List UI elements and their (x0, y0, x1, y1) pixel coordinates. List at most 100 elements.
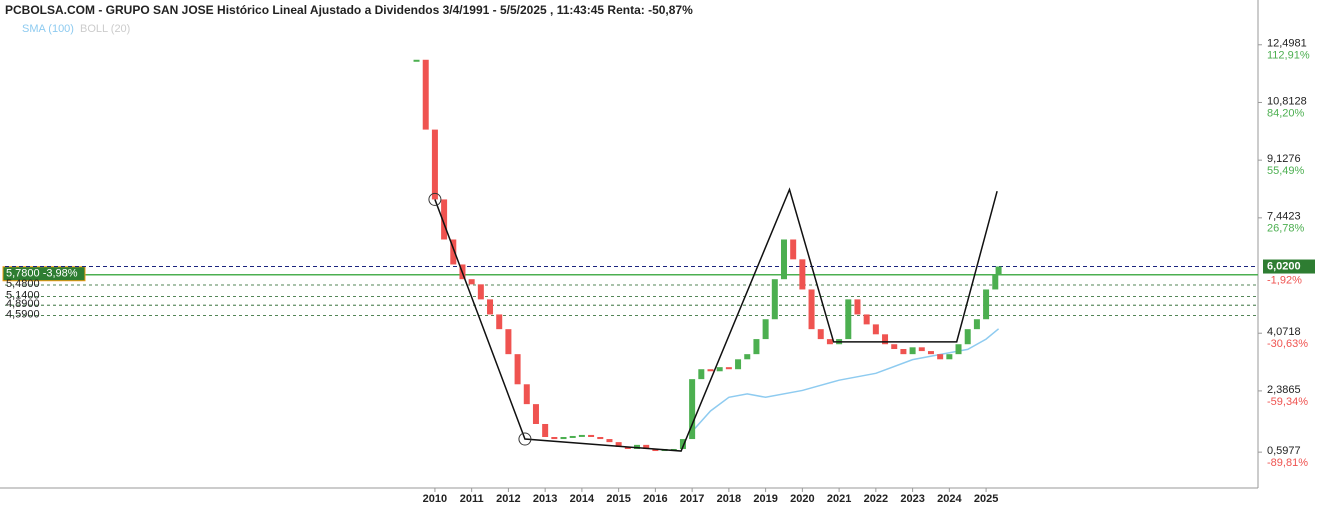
x-tick-label: 2017 (680, 493, 704, 505)
candle (872, 324, 879, 335)
current-label-box (1263, 259, 1315, 274)
candle (643, 444, 650, 449)
candle (560, 436, 567, 440)
candle (569, 435, 576, 438)
x-tick-label: 2019 (753, 493, 777, 505)
percent-label: -59,34% (1267, 396, 1308, 408)
candle (955, 344, 962, 355)
percent-label: -89,81% (1267, 457, 1308, 469)
candle (679, 439, 686, 449)
candle (762, 319, 769, 340)
candle (707, 369, 714, 372)
candle (578, 434, 585, 437)
trend-marker (428, 192, 442, 206)
candle (652, 448, 659, 452)
trend-line (434, 187, 998, 452)
candle (992, 274, 999, 290)
x-tick-label: 2018 (717, 493, 741, 505)
current-percent: -1,92% (1267, 274, 1302, 286)
x-tick-label: 2021 (827, 493, 851, 505)
x-tick-label: 2014 (570, 493, 595, 505)
candle (431, 129, 438, 200)
x-tick-label: 2024 (937, 493, 962, 505)
candle (909, 347, 916, 355)
percent-label: -30,63% (1267, 338, 1308, 350)
candle (946, 354, 953, 360)
x-tick-label: 2013 (533, 493, 557, 505)
candle (615, 442, 622, 447)
x-tick-label: 2012 (496, 493, 520, 505)
candle (995, 266, 1002, 275)
x-tick-label: 2010 (423, 493, 447, 505)
candle (532, 404, 539, 424)
candle (588, 434, 595, 437)
percent-label: 84,20% (1267, 107, 1305, 119)
indicator-label: SMA (100) (22, 23, 74, 35)
x-tick-label: 2025 (974, 493, 998, 505)
y-tick-label: 7,4423 (1267, 211, 1301, 223)
candle (964, 329, 971, 345)
candle (487, 299, 494, 315)
candle (606, 439, 613, 443)
candle (725, 367, 732, 370)
candle (780, 239, 787, 280)
candle (698, 369, 705, 380)
indicator-label: BOLL (20) (80, 23, 130, 35)
x-tick-label: 2015 (606, 493, 630, 505)
level-label: 5,4800 (6, 278, 40, 290)
y-tick-label: 10,8128 (1267, 95, 1307, 107)
sma-line (691, 328, 1000, 433)
candle (863, 314, 870, 325)
candle (744, 354, 751, 360)
candle (413, 59, 420, 62)
candle (422, 59, 429, 130)
y-tick-label: 9,1276 (1267, 153, 1301, 165)
chart-title: PCBOLSA.COM - GRUPO SAN JOSE Histórico L… (5, 3, 693, 17)
percent-label: 112,91% (1267, 50, 1310, 62)
candle (900, 349, 907, 355)
candle (891, 344, 898, 350)
current-label: 6,0200 (1267, 260, 1301, 272)
candle (983, 289, 990, 320)
x-tick-label: 2011 (460, 493, 484, 505)
candle (542, 423, 549, 437)
level-label: 4,5900 (6, 308, 40, 320)
candle (441, 199, 448, 240)
candle (496, 314, 503, 330)
y-tick-label: 4,0718 (1267, 326, 1301, 338)
candle (817, 329, 824, 340)
candle (514, 354, 521, 385)
candle (597, 436, 604, 440)
candle (551, 436, 558, 440)
candle (753, 339, 760, 355)
x-tick-label: 2016 (643, 493, 667, 505)
x-tick-label: 2020 (790, 493, 814, 505)
level-label: 5,1400 (6, 290, 40, 302)
candle (716, 367, 723, 372)
candle (450, 239, 457, 265)
percent-label: 55,49% (1267, 165, 1305, 177)
candle (477, 284, 484, 300)
candle (882, 334, 889, 345)
level-label: 4,8900 (6, 298, 40, 310)
candle (854, 299, 861, 315)
y-tick-label: 2,3865 (1267, 384, 1301, 396)
candle (689, 379, 696, 440)
level-label: 5,7800 -3,98% (6, 268, 78, 280)
x-tick-label: 2022 (864, 493, 888, 505)
y-tick-label: 12,4981 (1267, 38, 1307, 50)
candle (826, 339, 833, 345)
candle (790, 239, 797, 260)
candle (927, 351, 934, 355)
candle (845, 299, 852, 340)
candle (799, 259, 806, 290)
candle (523, 384, 530, 405)
candle (468, 279, 475, 285)
candle (771, 279, 778, 320)
x-tick-label: 2023 (900, 493, 924, 505)
candle (624, 446, 631, 449)
candle (808, 289, 815, 330)
trend-marker (518, 432, 532, 446)
